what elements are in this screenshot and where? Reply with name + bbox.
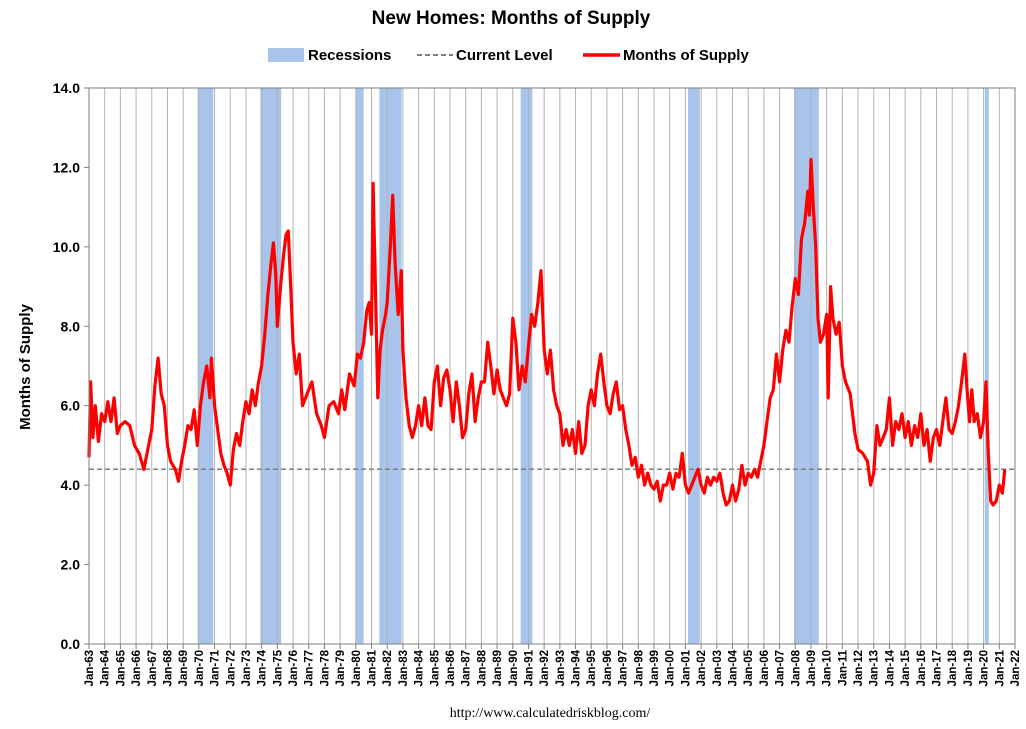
x-tick-label: Jan-03	[712, 650, 724, 686]
x-tick-label: Jan-89	[492, 650, 504, 686]
x-tick-label: Jan-09	[806, 650, 818, 686]
y-tick-label: 6.0	[61, 398, 81, 414]
x-tick-label: Jan-66	[131, 650, 143, 686]
x-tick-label: Jan-77	[304, 650, 316, 686]
x-tick-label: Jan-78	[319, 649, 331, 686]
x-tick-label: Jan-99	[649, 650, 661, 686]
x-tick-label: Jan-19	[963, 650, 975, 686]
chart-title: New Homes: Months of Supply	[372, 8, 651, 29]
x-tick-label: Jan-86	[445, 650, 457, 686]
x-tick-label: Jan-11	[837, 649, 849, 685]
x-tick-label: Jan-15	[900, 649, 912, 686]
x-tick-label: Jan-13	[869, 650, 881, 686]
y-axis-label: Months of Supply	[17, 303, 34, 429]
x-tick-label: Jan-79	[335, 650, 347, 686]
x-tick-label: Jan-98	[633, 649, 645, 686]
x-tick-label: Jan-90	[508, 650, 520, 686]
x-tick-label: Jan-67	[147, 650, 159, 686]
y-tick-label: 2.0	[61, 557, 81, 573]
recession-band-7	[794, 88, 819, 644]
x-tick-label: Jan-85	[429, 649, 441, 686]
x-tick-label: Jan-08	[790, 649, 802, 686]
x-tick-label: Jan-93	[555, 650, 567, 686]
x-tick-label: Jan-81	[367, 649, 379, 686]
x-axis-ticks: Jan-63 Jan-64 Jan-65 Jan-66 Jan-67 Jan-68 Jan-…	[84, 644, 1022, 686]
x-tick-label: Jan-18	[947, 649, 959, 686]
y-tick-label: 10.0	[53, 239, 80, 255]
legend-recessions-label: Recessions	[308, 47, 391, 64]
x-tick-label: Jan-06	[759, 650, 771, 686]
source-url: http://www.calculatedriskblog.com/	[450, 706, 651, 721]
x-tick-label: Jan-12	[853, 650, 865, 686]
x-tick-label: Jan-07	[775, 650, 787, 686]
y-tick-label: 4.0	[61, 477, 81, 493]
x-tick-label: Jan-97	[618, 650, 630, 686]
x-tick-label: Jan-71	[210, 649, 222, 686]
x-tick-label: Jan-63	[84, 650, 96, 686]
vertical-gridlines	[88, 88, 1016, 644]
x-tick-label: Jan-04	[727, 649, 739, 686]
x-tick-label: Jan-82	[382, 650, 394, 686]
x-tick-label: Jan-83	[398, 650, 410, 686]
legend-months-supply-label: Months of Supply	[623, 47, 749, 64]
x-tick-label: Jan-92	[539, 650, 551, 686]
x-tick-label: Jan-69	[178, 650, 190, 686]
x-tick-label: Jan-84	[414, 649, 426, 686]
x-tick-label: Jan-21	[994, 649, 1006, 686]
x-tick-label: Jan-73	[241, 650, 253, 686]
x-tick-label: Jan-65	[115, 649, 127, 686]
plot-area-border	[88, 87, 1016, 645]
y-tick-label: 8.0	[61, 318, 81, 334]
recession-band-8	[984, 88, 989, 644]
x-tick-label: Jan-02	[696, 650, 708, 686]
x-tick-label: Jan-72	[225, 650, 237, 686]
x-tick-label: Jan-95	[586, 649, 598, 686]
x-tick-label: Jan-91	[523, 649, 535, 686]
x-tick-label: Jan-00	[665, 650, 677, 686]
x-tick-label: Jan-80	[351, 650, 363, 686]
x-tick-label: Jan-22	[1010, 650, 1022, 686]
x-tick-label: Jan-20	[979, 650, 991, 686]
x-tick-label: Jan-87	[461, 650, 473, 686]
y-axis-ticks: 0.0 2.0 4.0 6.0 8.0 10.0 12.0 14.0	[53, 80, 89, 652]
x-tick-label: Jan-16	[916, 650, 928, 686]
recession-band-6	[688, 88, 700, 644]
legend: Recessions Current Level Months of Suppl…	[268, 47, 749, 64]
legend-recessions-swatch	[268, 48, 304, 62]
recession-bands	[197, 88, 989, 644]
y-tick-label: 14.0	[53, 80, 80, 96]
x-tick-label: Jan-76	[288, 650, 300, 686]
x-tick-label: Jan-70	[194, 650, 206, 686]
y-tick-label: 0.0	[61, 636, 81, 652]
x-tick-label: Jan-88	[476, 649, 488, 686]
x-tick-label: Jan-01	[680, 649, 692, 686]
legend-current-level-label: Current Level	[456, 47, 553, 64]
x-tick-label: Jan-64	[100, 649, 112, 686]
x-tick-label: Jan-17	[932, 650, 944, 686]
recession-band-4	[379, 88, 402, 644]
x-tick-label: Jan-14	[884, 649, 896, 686]
months-supply-line	[87, 157, 1007, 507]
recession-band-2	[260, 88, 282, 644]
x-tick-label: Jan-96	[602, 650, 614, 686]
x-tick-label: Jan-74	[257, 649, 269, 686]
x-tick-label: Jan-68	[162, 649, 174, 686]
recession-band-3	[355, 88, 364, 644]
x-tick-label: Jan-75	[272, 649, 284, 686]
x-tick-label: Jan-05	[743, 649, 755, 686]
y-tick-label: 12.0	[53, 159, 80, 175]
x-tick-label: Jan-94	[571, 649, 583, 686]
x-tick-label: Jan-10	[822, 650, 834, 686]
